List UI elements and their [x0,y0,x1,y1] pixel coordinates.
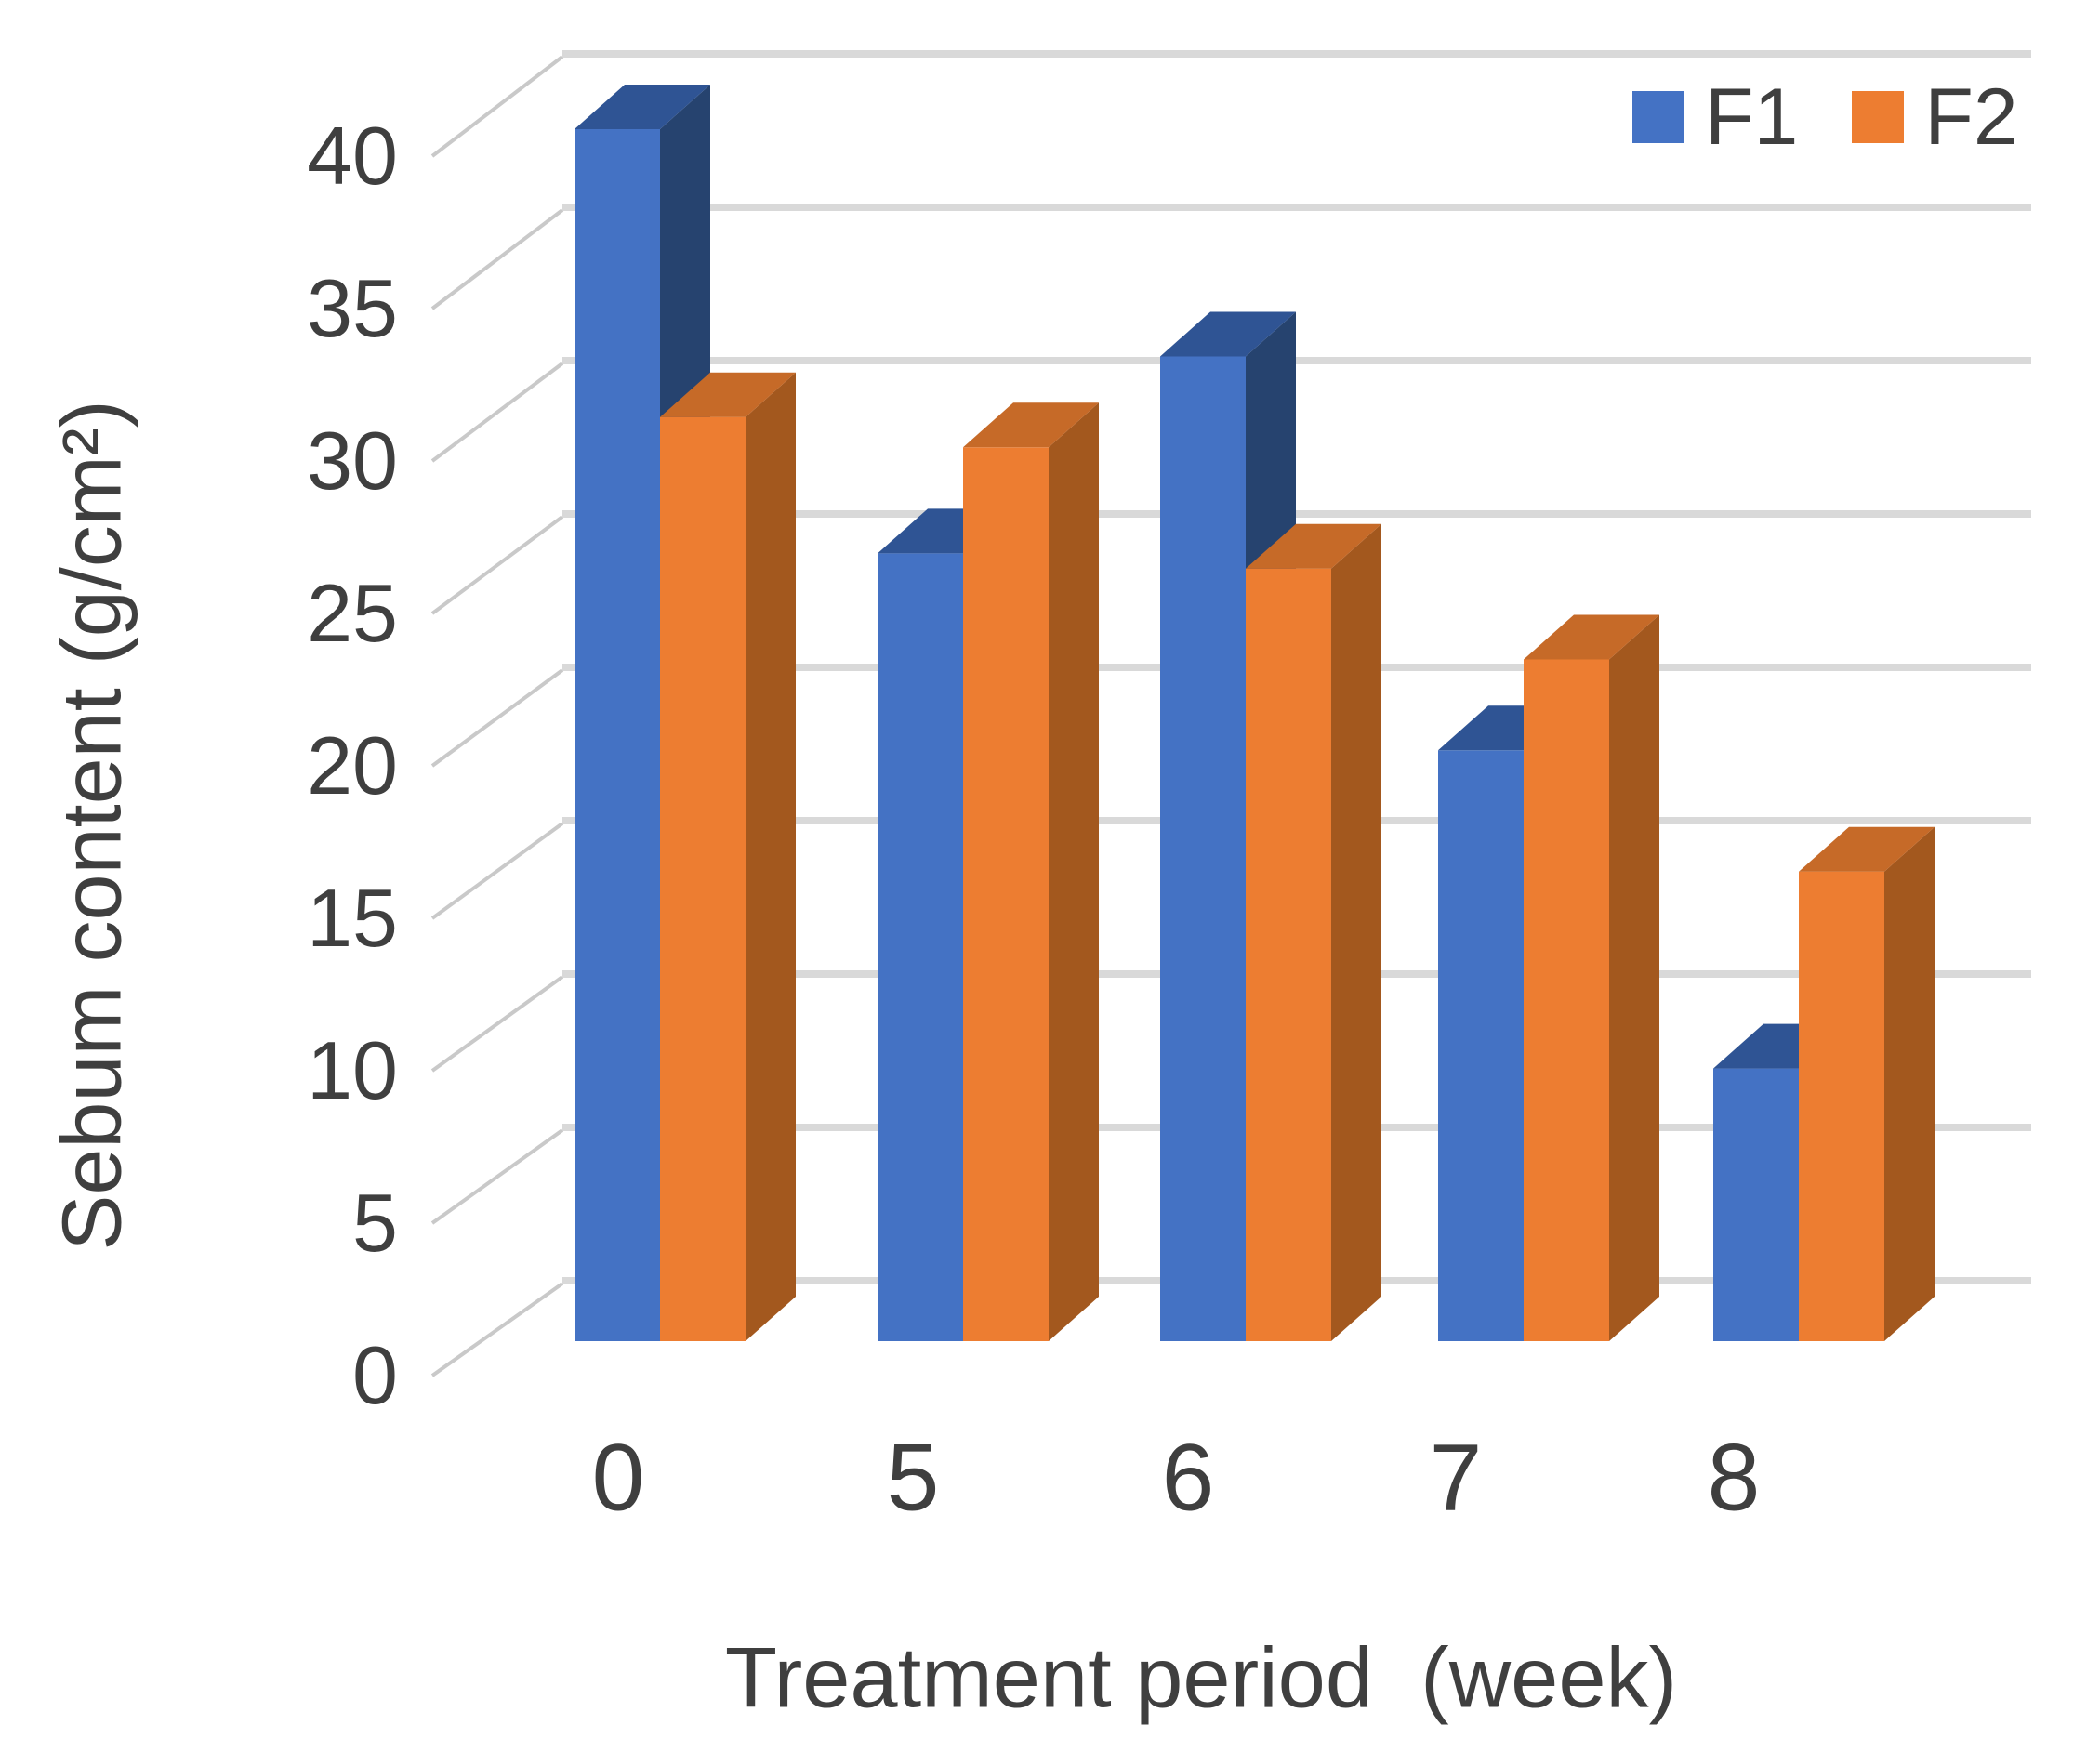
y-axis-tick-label: 0 [352,1329,398,1421]
x-axis-tick-label: 7 [1429,1424,1483,1531]
y-axis-tick-label: 5 [352,1177,398,1269]
y-axis-tick-label: 35 [307,262,398,354]
y-axis-tick-label: 30 [307,415,398,507]
x-axis-tick-label: 8 [1707,1424,1761,1531]
depth-tick-lines [430,55,564,1377]
legend: F1 F2 [1632,72,2018,162]
bar-F2-week-0 [660,372,796,1342]
bar-F2-week-7 [1524,614,1659,1341]
y-axis-tick-label: 15 [307,872,398,964]
legend-swatch-f2-icon [1852,91,1905,143]
y-axis-tick-label: 10 [307,1024,398,1116]
legend-label-f1: F1 [1705,72,1799,162]
x-axis-tick-label: 0 [591,1424,645,1531]
legend-item-f2: F2 [1852,72,2018,162]
y-axis-tick-label: 40 [307,110,398,202]
bar-F2-week-6 [1246,523,1381,1341]
y-axis-title: Sebum content (g/cm²) [46,400,139,1251]
legend-item-f1: F1 [1632,72,1799,162]
legend-label-f2: F2 [1924,72,2018,162]
bar-F2-week-8 [1799,826,1935,1341]
x-axis-tick-label: 5 [886,1424,940,1531]
bar-F2-week-5 [963,402,1099,1341]
y-axis-tick-label: 25 [307,567,398,659]
legend-swatch-f1-icon [1632,91,1684,143]
y-axis-tick-label: 20 [307,719,398,811]
x-axis-tick-label: 6 [1161,1424,1215,1531]
x-axis-title: Treatment period (week) [724,1630,1678,1726]
